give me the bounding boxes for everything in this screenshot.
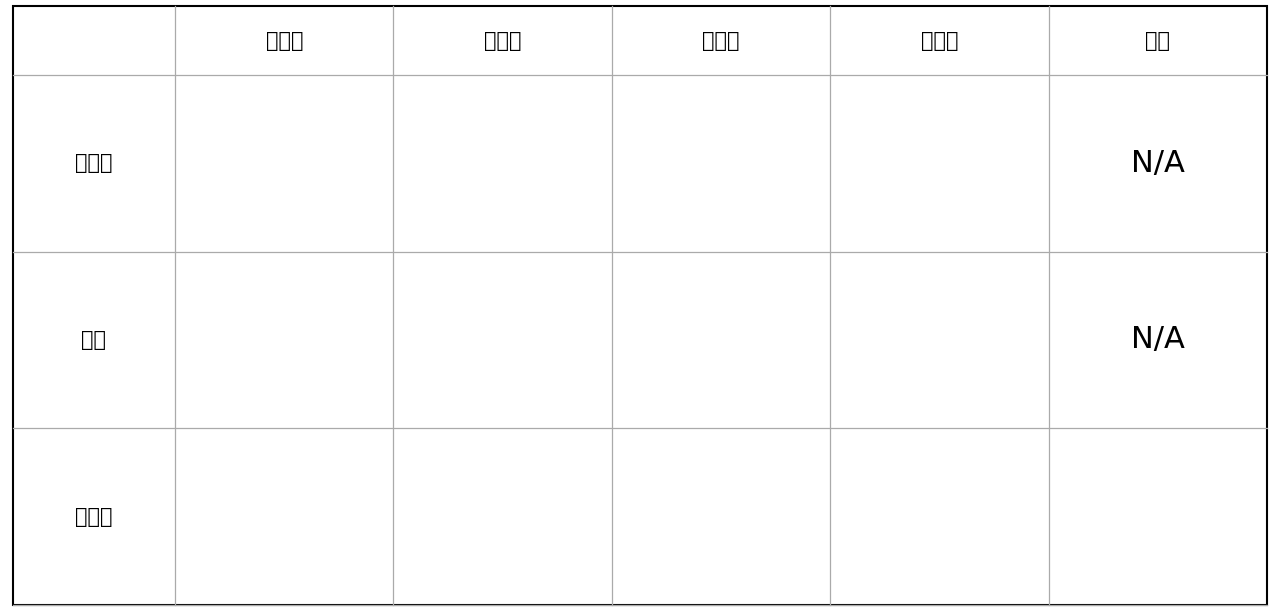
Text: N/A: N/A bbox=[1132, 326, 1185, 354]
Text: 鸟嘌呤: 鸟嘌呤 bbox=[484, 31, 521, 51]
Text: 尿嘧啶: 尿嘧啶 bbox=[920, 31, 959, 51]
Text: 腺嘌呤: 腺嘌呤 bbox=[265, 31, 303, 51]
Text: 核碱基: 核碱基 bbox=[76, 153, 113, 174]
Text: N/A: N/A bbox=[1132, 149, 1185, 178]
Text: 胞嘧啶: 胞嘧啶 bbox=[703, 31, 740, 51]
Text: 核苷酸: 核苷酸 bbox=[76, 507, 113, 527]
Text: 核糖: 核糖 bbox=[1146, 31, 1170, 51]
Text: 核苷: 核苷 bbox=[82, 330, 106, 350]
